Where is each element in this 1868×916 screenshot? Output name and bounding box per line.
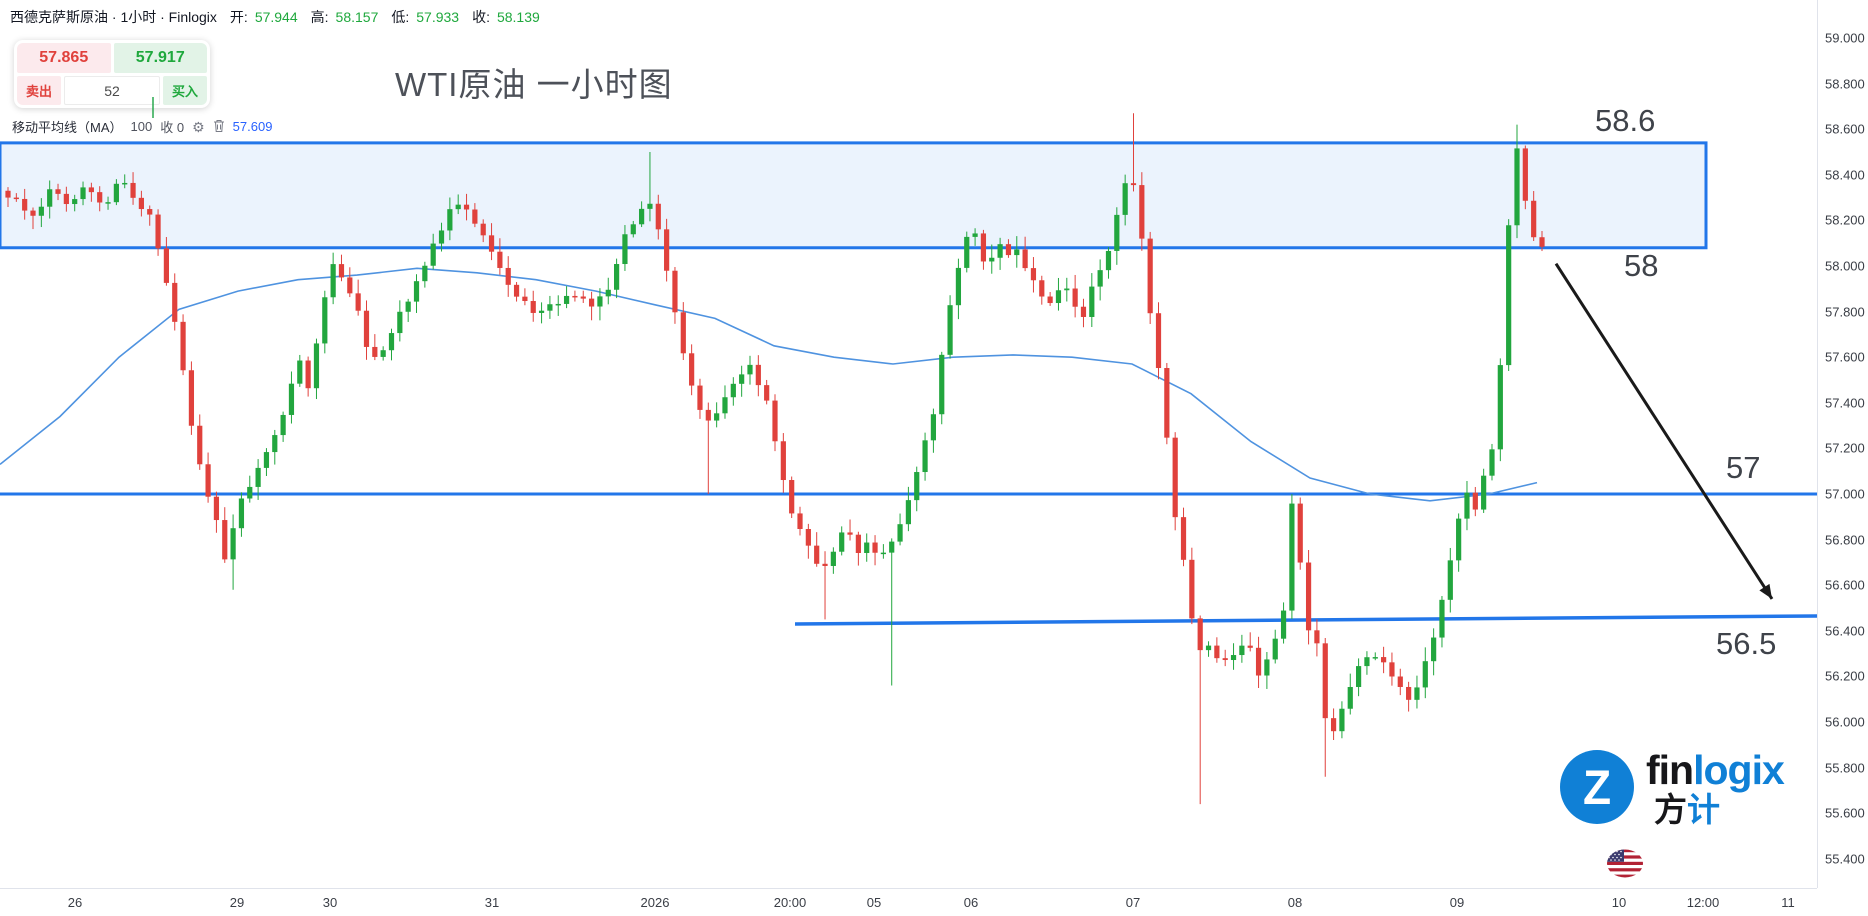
high-value: 58.157 bbox=[335, 9, 379, 25]
down-arrow-annotation bbox=[1759, 583, 1772, 599]
price-axis-label: 57.200 bbox=[1825, 440, 1865, 456]
time-axis-label: 2026 bbox=[640, 895, 670, 910]
time-axis-label: 11 bbox=[1781, 895, 1795, 910]
time-axis-label: 05 bbox=[866, 895, 882, 910]
sell-button[interactable]: 卖出 bbox=[17, 76, 62, 105]
price-axis-label: 58.200 bbox=[1825, 212, 1865, 228]
low-value: 57.933 bbox=[416, 9, 460, 25]
gear-icon[interactable]: ⚙ bbox=[192, 118, 205, 135]
finlogix-logo: Z finlogix 方计 bbox=[1560, 747, 1785, 828]
mid-support-label: 57 bbox=[1726, 450, 1761, 485]
chart-title: WTI原油 一小时图 bbox=[395, 66, 673, 103]
buy-price-button[interactable]: 57.917 bbox=[113, 43, 207, 73]
low-label: 低: bbox=[391, 9, 410, 25]
price-axis-label: 56.200 bbox=[1825, 668, 1865, 684]
brand-cn-ji: 计 bbox=[1687, 791, 1720, 828]
price-axis-label: 58.600 bbox=[1825, 121, 1865, 137]
indicator-row: 移动平均线（MA） 100 收 0 ⚙ 57.609 bbox=[12, 117, 272, 136]
candlestick-chart-canvas[interactable] bbox=[0, 0, 1817, 888]
indicator-length: 100 bbox=[130, 119, 153, 134]
high-label: 高: bbox=[310, 9, 329, 25]
open-label: 开: bbox=[229, 9, 248, 25]
price-axis-label: 59.000 bbox=[1825, 30, 1865, 46]
price-axis-label: 55.400 bbox=[1825, 851, 1865, 867]
time-axis[interactable]: 26 29 30 31 2026 20:00 05 06 07 08 09 10 12:00 11 bbox=[0, 888, 1817, 916]
ma-value: 57.609 bbox=[232, 119, 273, 134]
price-axis-label: 58.000 bbox=[1825, 258, 1865, 274]
time-axis-label: 26 bbox=[67, 895, 83, 910]
time-axis-label: 12:00 bbox=[1686, 895, 1720, 910]
price-axis-label: 57.800 bbox=[1825, 304, 1865, 320]
symbol-name: 西德克萨斯原油 · 1小时 · Finlogix bbox=[10, 9, 217, 25]
price-axis-label: 57.400 bbox=[1825, 395, 1865, 411]
time-axis-label: 30 bbox=[322, 895, 338, 910]
price-axis-label: 56.400 bbox=[1825, 623, 1865, 639]
quantity-input[interactable]: 52 bbox=[64, 76, 160, 105]
time-axis-label: 10 bbox=[1611, 895, 1627, 910]
trash-icon[interactable] bbox=[213, 119, 225, 135]
quote-widget-pointer bbox=[152, 97, 154, 118]
price-axis-label: 58.800 bbox=[1825, 76, 1865, 92]
time-axis-label: 31 bbox=[484, 895, 500, 910]
time-axis-label: 20:00 bbox=[773, 895, 807, 910]
open-value: 57.944 bbox=[254, 9, 298, 25]
price-axis-label: 58.400 bbox=[1825, 167, 1865, 183]
time-axis-label: 08 bbox=[1287, 895, 1303, 910]
symbol-header: 西德克萨斯原油 · 1小时 · Finlogix 开: 57.944 高: 58… bbox=[10, 7, 540, 27]
low-trendline-label: 56.5 bbox=[1716, 626, 1777, 661]
close-value: 58.139 bbox=[496, 9, 540, 25]
price-axis-label: 55.600 bbox=[1825, 805, 1865, 821]
time-axis-label: 06 bbox=[963, 895, 979, 910]
close-label: 收: bbox=[472, 9, 490, 25]
brand-text-fin: fin bbox=[1646, 747, 1694, 793]
finlogix-logo-icon: Z bbox=[1560, 750, 1634, 824]
price-axis-label: 57.000 bbox=[1825, 486, 1865, 502]
time-axis-label: 09 bbox=[1449, 895, 1465, 910]
resistance-zone-bottom-label: 58 bbox=[1624, 248, 1659, 283]
sell-price-button[interactable]: 57.865 bbox=[17, 43, 111, 73]
brand-cn-fang: 方 bbox=[1654, 791, 1687, 828]
price-axis-label: 56.000 bbox=[1825, 714, 1865, 730]
indicator-name: 移动平均线（MA） bbox=[12, 120, 123, 135]
price-axis-label: 56.600 bbox=[1825, 577, 1865, 593]
price-axis-label: 56.800 bbox=[1825, 532, 1865, 548]
price-axis-label: 55.800 bbox=[1825, 760, 1865, 776]
time-axis-label: 29 bbox=[229, 895, 245, 910]
resistance-zone-top-label: 58.6 bbox=[1595, 103, 1656, 138]
logo-z-glyph: Z bbox=[1582, 759, 1612, 815]
buy-button[interactable]: 买入 bbox=[162, 76, 207, 105]
brand-text-logix: logix bbox=[1693, 747, 1785, 793]
us-flag-icon bbox=[1607, 849, 1643, 878]
indicator-source: 收 bbox=[160, 120, 174, 135]
time-axis-label: 07 bbox=[1125, 895, 1141, 910]
price-axis-label: 57.600 bbox=[1825, 349, 1865, 365]
indicator-offset: 0 bbox=[176, 120, 185, 135]
quote-widget: 57.865 57.917 卖出 52 买入 bbox=[14, 40, 210, 108]
price-axis[interactable]: 59.000 58.800 58.600 58.400 58.200 58.000 57.8… bbox=[1817, 0, 1868, 888]
